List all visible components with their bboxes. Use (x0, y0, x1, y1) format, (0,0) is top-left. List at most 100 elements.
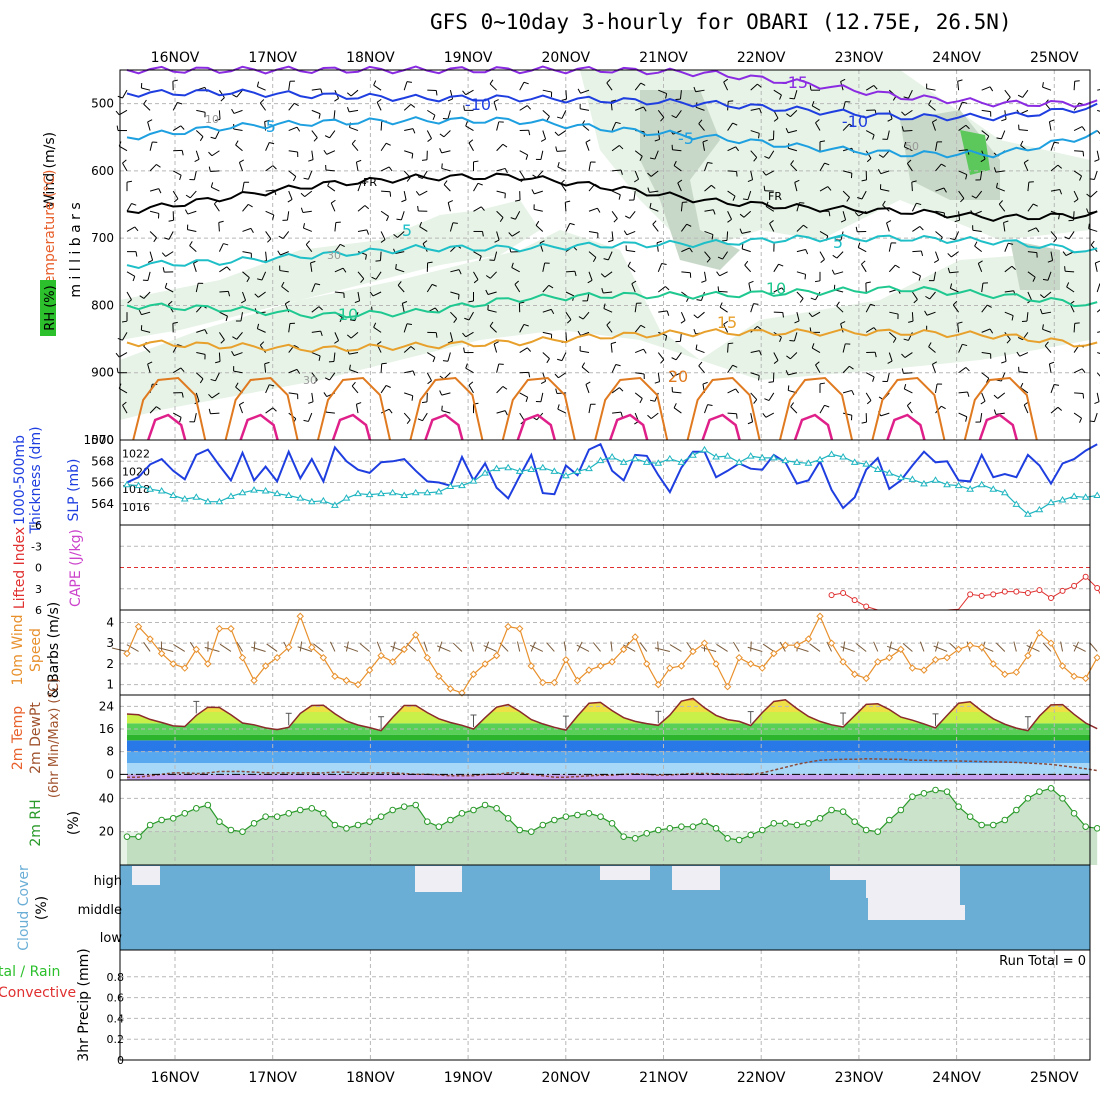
wind-speed-point (527, 662, 535, 670)
wind-barb-flag (723, 78, 729, 83)
wind-barb (727, 211, 732, 220)
wind-barb-flag (916, 202, 922, 206)
wind-barb-flag (747, 179, 753, 183)
wind-barb-flag (758, 375, 760, 381)
wind-barb-flag (960, 198, 965, 203)
wind-barb (450, 311, 458, 320)
wind-barb-flag (1032, 203, 1038, 207)
wind-barb-flag (153, 237, 157, 243)
wind-barb (519, 105, 528, 111)
slp-point (319, 496, 328, 504)
wind-speed-point (365, 666, 374, 674)
rh-point (354, 821, 362, 829)
wind-barb (673, 165, 682, 172)
wind-barb-flag (574, 271, 577, 277)
wind-barb-flag (933, 259, 939, 264)
wind-speed-point (874, 658, 882, 666)
wind-barb (427, 352, 436, 358)
wind-barb-flag (277, 250, 281, 256)
wind-speed-point (169, 660, 177, 668)
rh-point (146, 821, 154, 829)
wind-barb (886, 222, 890, 232)
wind-barb-flag (528, 372, 531, 378)
wind-barb (265, 189, 275, 192)
wind-barb-flag (523, 81, 529, 85)
wind-barb-flag (351, 139, 356, 145)
date-label-bottom: 17NOV (248, 1070, 297, 1086)
wind-barb-flag (764, 398, 770, 402)
wind-barb (654, 150, 659, 160)
wind-barb (1096, 392, 1100, 402)
wind-barb (236, 89, 243, 98)
wind-barb-flag (232, 94, 237, 98)
wind-barb-flag (396, 218, 402, 221)
wind-barb-flag (901, 353, 906, 358)
surface-wind-barb (933, 645, 948, 652)
wind-barb-flag (1032, 276, 1036, 282)
slp-point (284, 491, 293, 498)
wind-barb (880, 170, 890, 175)
lifted-index-axis-label: Lifted Index (12, 527, 28, 609)
wind-barb (882, 150, 890, 158)
wind-barb-flag (462, 90, 467, 96)
wind-barb (588, 161, 592, 171)
wind-barb-flag (866, 400, 872, 405)
surface-wind-barb (111, 647, 128, 652)
millibars-axis-label: m i l l i b a r s (68, 202, 84, 297)
wind-barb-flag (785, 127, 789, 133)
wind-barb (704, 230, 714, 236)
surface-wind-barb (236, 641, 243, 652)
rh-point (1047, 785, 1055, 792)
wind-barb-flag (654, 381, 660, 384)
wind-barb-flag (920, 250, 924, 256)
wind-barb (147, 363, 151, 373)
surface-wind-barb (251, 646, 266, 652)
wind-barb-flag (627, 261, 631, 267)
slp-point (977, 480, 986, 488)
wind-barb-flag (1094, 401, 1100, 405)
wind-barb-flag (673, 160, 677, 166)
wind-barb-flag (671, 114, 677, 119)
wind-barb-flag (980, 158, 986, 163)
wind-barb (1050, 251, 1054, 261)
wind-barb (557, 408, 567, 414)
wind-barb (929, 291, 936, 300)
surface-wind-barb (576, 644, 590, 652)
wind-barb-flag (231, 108, 235, 114)
surface-wind-barb (436, 645, 451, 652)
isotherm-minus5 (126, 116, 1098, 159)
wind-barb-flag (585, 381, 591, 385)
slp-point (538, 463, 547, 471)
wind-barb-flag (851, 390, 855, 396)
wind-barb-flag (941, 163, 946, 167)
wind-barb-flag (1042, 82, 1044, 88)
wind-speed-point (966, 641, 974, 649)
wind-barb (672, 149, 682, 152)
date-label-top: 22NOV (737, 50, 786, 66)
wind-barb-flag (757, 325, 762, 330)
wind-barb-flag (901, 111, 906, 116)
wind-barb-flag (349, 319, 356, 322)
wind-barb (349, 109, 359, 113)
wind-barb-flag (736, 171, 738, 177)
wind-barb (912, 226, 921, 232)
wind-barb (311, 352, 321, 357)
pressure-tick-label: 900 (91, 366, 114, 380)
slp-point (1000, 488, 1009, 496)
surface-wind-barb (873, 641, 879, 652)
wind-barb (726, 231, 729, 241)
wind-barb (187, 210, 197, 215)
rh-point (1024, 795, 1032, 802)
wind-barb-flag (411, 153, 414, 159)
thickness-tick-label: 570 (91, 433, 114, 447)
wind-barb-flag (993, 409, 997, 415)
wind-barb (1044, 345, 1052, 353)
slp-point (434, 487, 443, 495)
wind-barb (118, 109, 128, 116)
rh-point (424, 818, 431, 825)
wind-barb-flag (511, 262, 514, 268)
slp-point (492, 464, 501, 472)
wind-barb (1066, 286, 1075, 293)
wind-barb-flag (592, 257, 597, 262)
wind-barb (626, 230, 636, 236)
